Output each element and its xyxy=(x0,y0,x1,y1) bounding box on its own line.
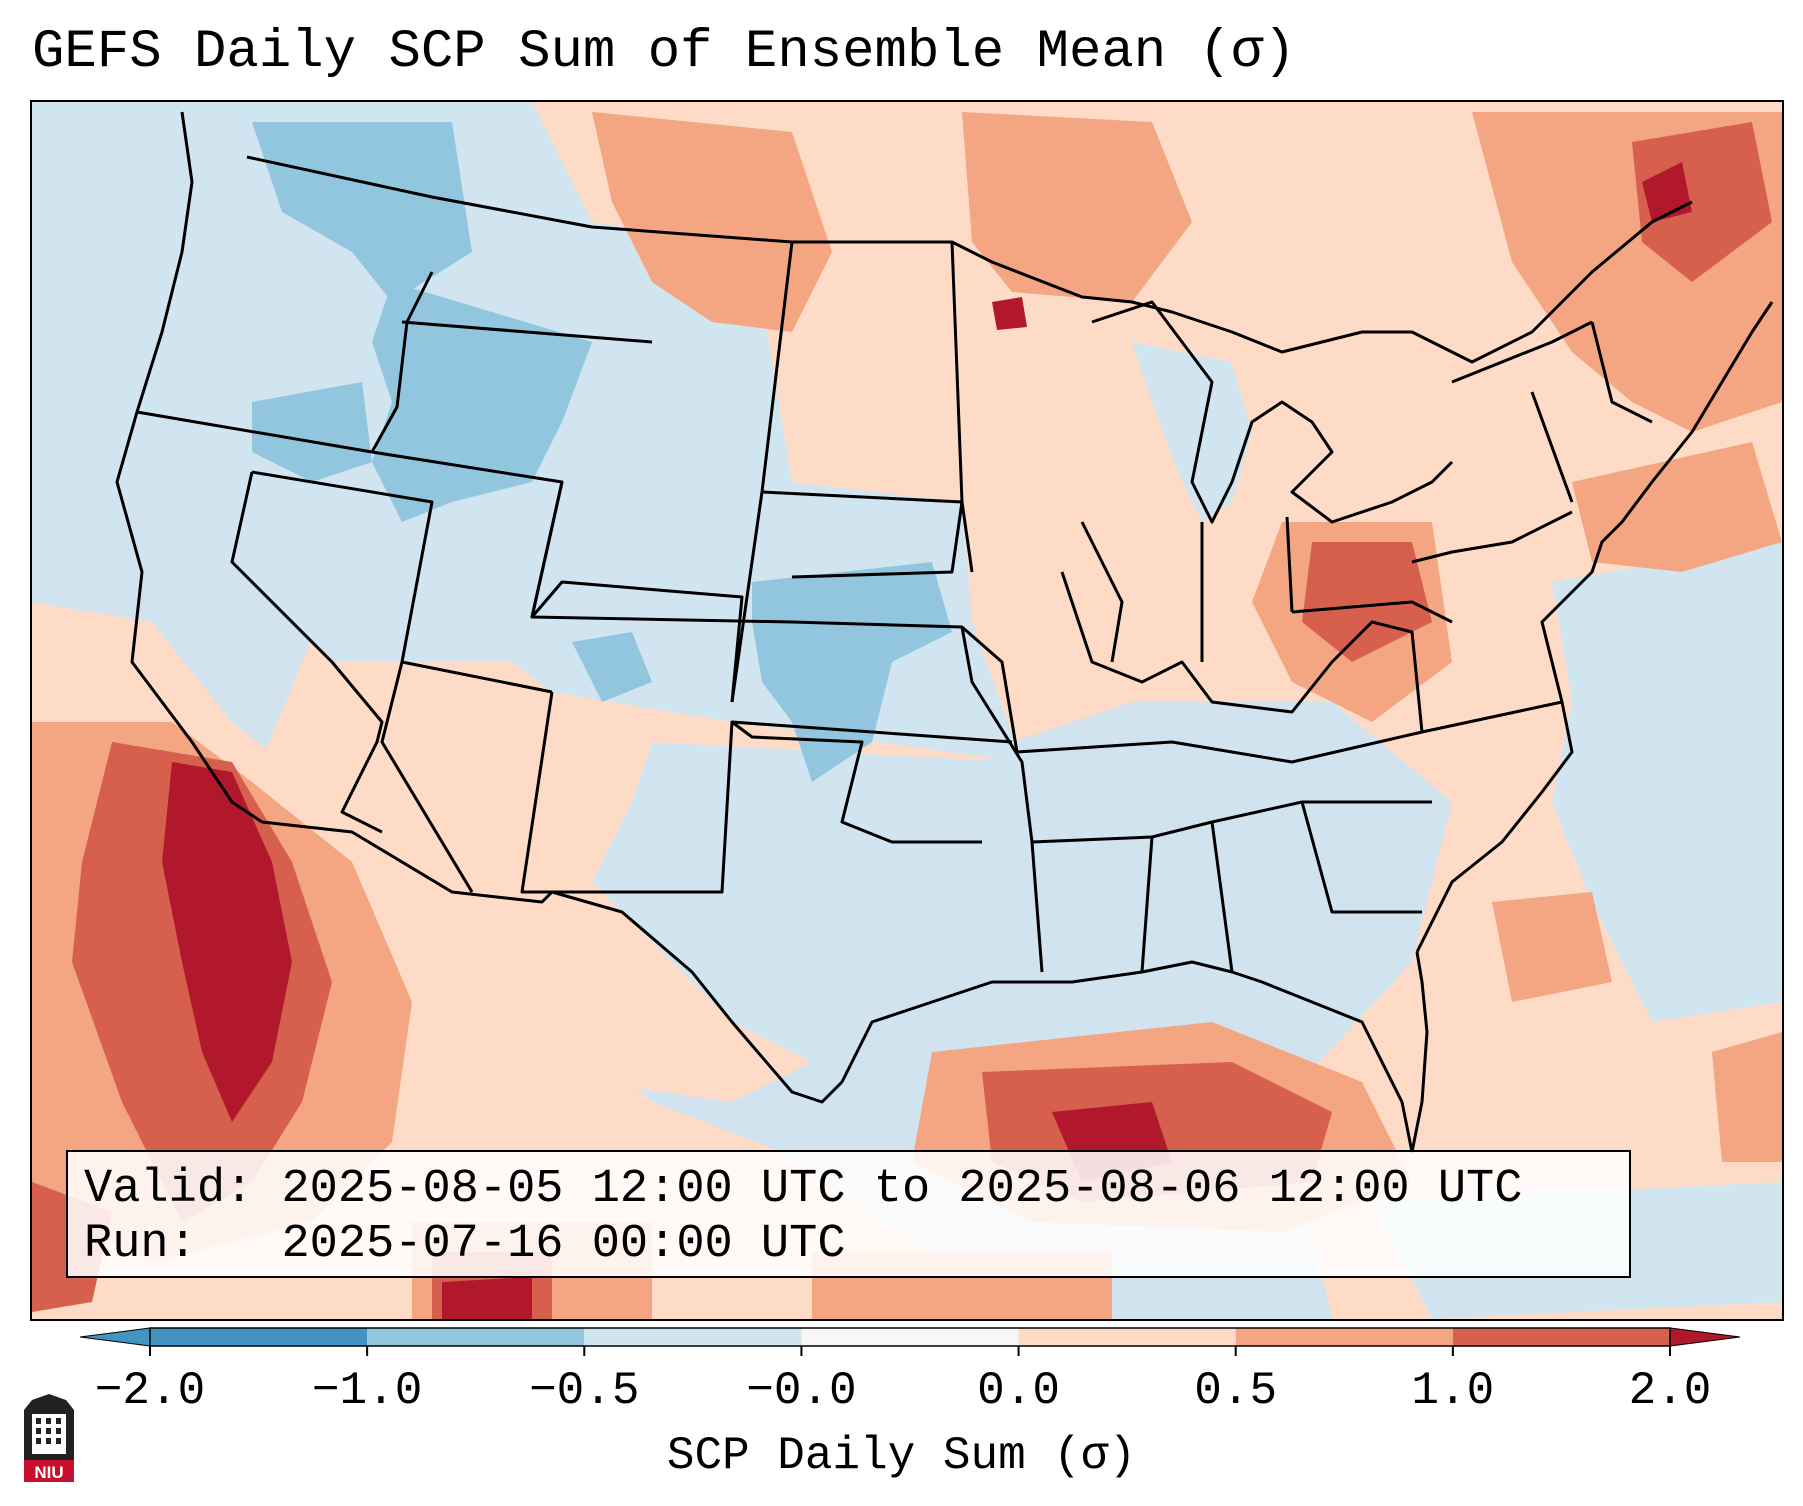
state-line xyxy=(761,490,964,579)
colorbar-segment xyxy=(801,1328,1019,1346)
state-line xyxy=(1140,836,1154,973)
anomaly-region-pos xyxy=(1492,892,1612,1002)
anomaly-region-neg xyxy=(572,632,652,702)
colorbar-tick-label: −0.5 xyxy=(529,1365,640,1417)
state-line xyxy=(1060,571,1424,733)
state-line xyxy=(1016,700,1563,764)
state-line xyxy=(251,470,553,694)
colorbar-segment xyxy=(1018,1328,1236,1346)
boundaries xyxy=(115,111,1774,1154)
great-lakes xyxy=(1091,300,1454,524)
niu-logo-text: NIU xyxy=(34,1463,63,1482)
colorbar-tick-label: 0.0 xyxy=(977,1365,1060,1417)
state-line xyxy=(950,241,974,573)
colorbar-tick-label: 0.5 xyxy=(1194,1365,1278,1417)
colorbar-tick-label: −2.0 xyxy=(94,1365,206,1417)
state-line xyxy=(401,320,653,344)
state-line xyxy=(1080,521,1124,663)
colorbar-outline xyxy=(149,1327,1671,1347)
state-line xyxy=(230,471,384,834)
state-line xyxy=(1451,320,1593,384)
colorbar-extend-high xyxy=(1669,1327,1741,1347)
valid-run-info-box: Valid: 2025-08-05 12:00 UTC to 2025-08-0… xyxy=(66,1150,1631,1278)
valid-value: 2025-08-05 12:00 UTC to 2025-08-06 12:00… xyxy=(281,1163,1523,1216)
anomaly-region-strong-pos xyxy=(1302,542,1432,662)
state-line xyxy=(530,481,744,703)
colorbar-segment xyxy=(1235,1328,1453,1346)
anomaly-region-neg xyxy=(252,382,372,482)
state-line xyxy=(1530,391,1574,503)
state-line xyxy=(1300,801,1422,914)
colorbar-segment xyxy=(367,1328,585,1346)
niu-logo-icon: NIU xyxy=(24,1394,74,1482)
state-line xyxy=(731,720,982,844)
state-line xyxy=(1210,821,1234,973)
map-panel xyxy=(30,100,1784,1321)
state-line xyxy=(730,491,764,703)
anomaly-region-neg xyxy=(252,122,472,302)
us-mexico-border xyxy=(261,820,844,1104)
state-line xyxy=(520,691,1013,894)
colorbar-extend-low xyxy=(79,1327,151,1347)
anomaly-region-very-strong-pos xyxy=(442,1277,532,1319)
valid-line: Valid: 2025-08-05 12:00 UTC to 2025-08-0… xyxy=(84,1162,1613,1217)
anomaly-region-pos xyxy=(962,112,1192,302)
state-line xyxy=(1411,510,1573,564)
colorbar-tick-label: −1.0 xyxy=(311,1365,423,1417)
state-line xyxy=(1291,600,1453,624)
state-line xyxy=(760,241,794,493)
scp-map xyxy=(32,102,1782,1319)
colorbar xyxy=(79,1327,1741,1356)
state-line xyxy=(380,661,474,893)
state-line xyxy=(370,271,434,453)
state-line xyxy=(136,410,373,454)
us-coastline-west xyxy=(115,111,263,824)
gulf-coast xyxy=(840,951,1429,1154)
colorbar-segment xyxy=(584,1328,802,1346)
state-line xyxy=(1590,321,1653,424)
anomaly-region-very-strong-pos xyxy=(162,762,292,1122)
anomaly-region-pos xyxy=(1572,442,1782,572)
anomaly-region-pos xyxy=(592,112,832,332)
colorbar-tick-label: 2.0 xyxy=(1628,1365,1712,1417)
run-value: 2025-07-16 00:00 UTC xyxy=(281,1218,846,1271)
colorbar-segment xyxy=(1452,1328,1670,1346)
anomaly-region-weak-neg xyxy=(1132,342,1252,522)
state-line xyxy=(791,620,1019,753)
state-line xyxy=(1031,800,1432,844)
run-line: Run: 2025-07-16 00:00 UTC xyxy=(84,1217,1613,1272)
canada-border xyxy=(246,155,1693,364)
colorbar-tick-label: 1.0 xyxy=(1411,1365,1495,1417)
anomaly-region-weak-neg xyxy=(1552,542,1782,1022)
figure-title: GEFS Daily SCP Sum of Ensemble Mean (σ) xyxy=(32,22,1296,83)
anomaly-region-very-strong-pos xyxy=(992,297,1027,330)
east-coast xyxy=(1415,301,1774,953)
valid-label: Valid: xyxy=(84,1163,254,1216)
run-label: Run: xyxy=(84,1218,197,1271)
colorbar-segment xyxy=(150,1328,368,1346)
anomaly-region-pos xyxy=(1712,1032,1782,1162)
anomaly-region-strong-pos xyxy=(1632,122,1772,282)
state-line xyxy=(1285,516,1294,613)
colorbar-tick-label: −0.0 xyxy=(746,1365,857,1417)
colorbar-title: SCP Daily Sum (σ) xyxy=(666,1430,1137,1482)
state-line xyxy=(960,626,1044,973)
